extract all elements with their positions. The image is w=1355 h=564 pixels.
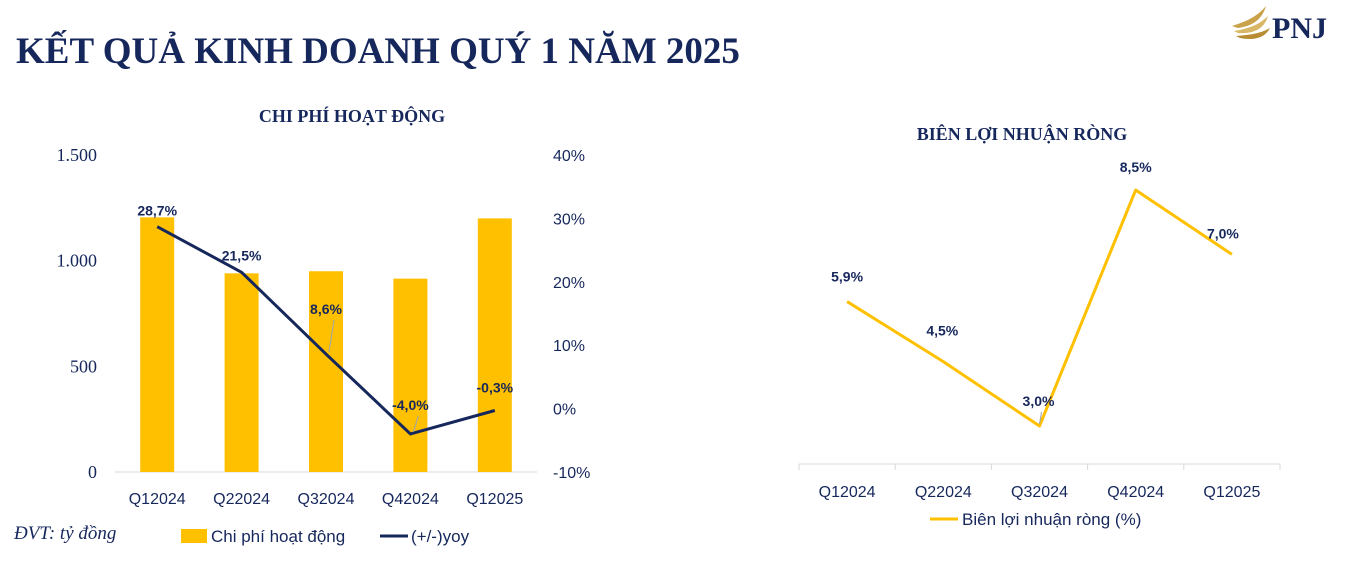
legend-label-margin: Biên lợi nhuận ròng (%) [962,510,1141,529]
x-tick-label: Q22024 [915,484,972,501]
opex-chart: CHI PHÍ HOẠT ĐỘNG 0 500 1.000 1.500 -10% 0% 1… [57,105,591,546]
opex-x-ticks: Q12024 Q22024 Q32024 Q42024 Q12025 [129,491,524,508]
margin-data-label: 8,5% [1120,159,1152,175]
label-leader-line [412,415,419,433]
right-tick-label: 10% [553,338,585,355]
x-tick-label: Q42024 [382,491,439,508]
opex-bar [140,217,175,472]
margin-data-label: 7,0% [1207,225,1239,241]
x-tick-label: Q32024 [298,491,355,508]
margin-series-line [846,188,1233,428]
opex-legend: Chi phí hoạt động (+/-)yoy [181,527,470,546]
yoy-data-label: 8,6% [310,301,342,317]
left-tick-label: 1.000 [57,251,98,271]
margin-line [846,188,1233,428]
right-tick-label: 40% [553,148,585,165]
right-tick-label: 20% [553,275,585,292]
pnj-logo: PNJ [1232,6,1327,45]
right-tick-label: -10% [553,465,590,482]
x-tick-label: Q12025 [466,491,523,508]
margin-chart-title: BIÊN LỢI NHUẬN RÒNG [917,123,1128,144]
x-tick-label: Q22024 [213,491,270,508]
x-tick-label: Q32024 [1011,484,1068,501]
label-leader-line [1039,411,1042,425]
yoy-data-label: -0,3% [477,380,514,396]
yoy-data-label: -4,0% [392,397,429,413]
opex-yoy-labels: 28,7% 21,5% 8,6% -4,0% -0,3% [137,203,514,433]
opex-chart-title: CHI PHÍ HOẠT ĐỘNG [259,105,445,126]
opex-bar [393,278,428,472]
margin-data-label: 4,5% [926,323,958,339]
yoy-data-label: 28,7% [137,203,177,219]
opex-bar [309,271,343,472]
opex-right-axis: -10% 0% 10% 20% 30% 40% [553,148,590,482]
x-tick-label: Q12024 [129,491,186,508]
margin-legend: Biên lợi nhuận ròng (%) [930,510,1141,529]
logo-text: PNJ [1272,12,1327,45]
legend-label-yoy: (+/-)yoy [411,527,470,546]
x-tick-label: Q12025 [1203,484,1260,501]
page-title: KẾT QUẢ KINH DOANH QUÝ 1 NĂM 2025 [16,31,740,72]
left-tick-label: 500 [70,356,97,376]
yoy-data-label: 21,5% [222,247,262,263]
margin-x-ticks: Q12024 Q22024 Q32024 Q42024 Q12025 [819,484,1261,501]
opex-left-axis: 0 500 1.000 1.500 [57,145,98,482]
margin-chart: BIÊN LỢI NHUẬN RÒNG 5,9% 4,5% 3,0% 8,5% 7,0%… [798,123,1281,529]
margin-data-label: 3,0% [1023,393,1055,409]
left-tick-label: 1.500 [57,145,98,165]
label-leader-line [328,319,335,353]
legend-swatch-bar [181,529,207,543]
opex-bar [224,273,259,472]
yoy-series-line [156,225,496,436]
margin-x-tick-marks [798,464,1281,470]
x-tick-label: Q12024 [819,484,876,501]
opex-bars [140,217,512,472]
legend-label-opex: Chi phí hoạt động [211,527,345,546]
right-tick-label: 30% [553,211,585,228]
opex-yoy-line [156,225,496,436]
right-tick-label: 0% [553,402,576,419]
margin-data-labels: 5,9% 4,5% 3,0% 8,5% 7,0% [831,159,1239,425]
opex-bar [477,218,512,472]
margin-data-label: 5,9% [831,269,863,285]
left-tick-label: 0 [88,462,97,482]
pnj-flame-icon [1232,6,1270,39]
x-tick-label: Q42024 [1107,484,1164,501]
unit-note: ĐVT: tỷ đồng [14,523,117,544]
